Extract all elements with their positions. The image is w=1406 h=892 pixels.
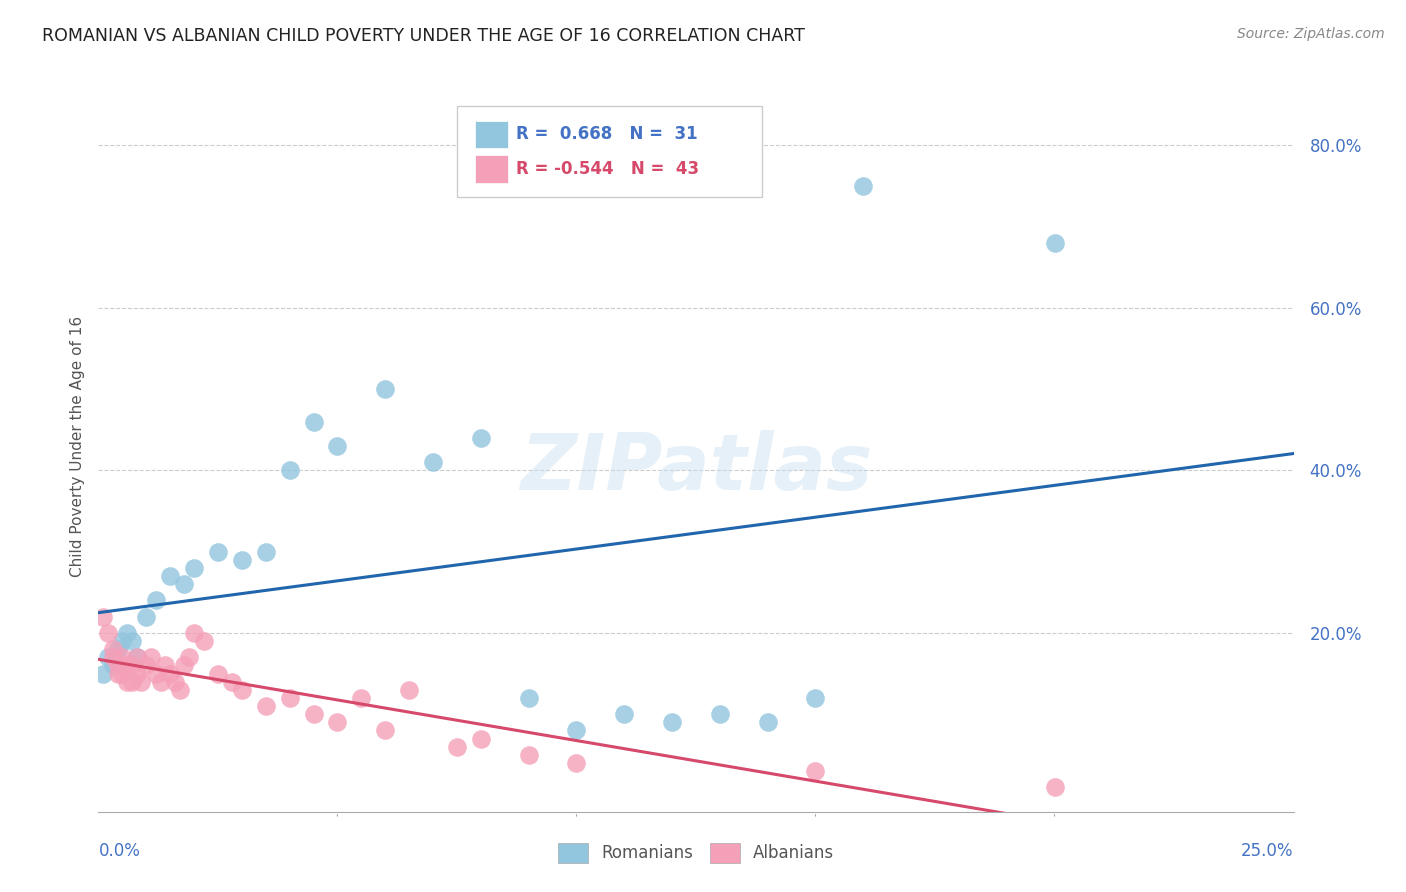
Point — [101, 642, 124, 657]
Point — [135, 658, 157, 673]
Point — [221, 674, 243, 689]
Point — [517, 690, 540, 705]
Point — [278, 690, 301, 705]
Point — [613, 707, 636, 722]
Point — [121, 658, 143, 673]
Point — [111, 666, 134, 681]
Point — [852, 178, 875, 193]
FancyBboxPatch shape — [457, 106, 762, 197]
Point — [179, 650, 201, 665]
Point — [111, 634, 134, 648]
Point — [145, 593, 167, 607]
Point — [169, 682, 191, 697]
Y-axis label: Child Poverty Under the Age of 16: Child Poverty Under the Age of 16 — [69, 316, 84, 576]
Text: R =  0.668   N =  31: R = 0.668 N = 31 — [516, 126, 697, 144]
Point — [207, 544, 229, 558]
Point — [446, 739, 468, 754]
Point — [107, 658, 129, 673]
Point — [422, 455, 444, 469]
Point — [91, 609, 114, 624]
Point — [155, 658, 177, 673]
Point — [278, 463, 301, 477]
Point — [1043, 235, 1066, 250]
Point — [302, 707, 325, 722]
Point — [121, 674, 143, 689]
Point — [115, 674, 138, 689]
Point — [374, 382, 396, 396]
Point — [125, 650, 148, 665]
Point — [183, 626, 205, 640]
Point — [804, 690, 827, 705]
Text: ZIPatlas: ZIPatlas — [520, 430, 872, 506]
Legend: Romanians, Albanians: Romanians, Albanians — [551, 837, 841, 869]
Point — [350, 690, 373, 705]
FancyBboxPatch shape — [475, 155, 509, 183]
Point — [107, 642, 129, 657]
Point — [135, 609, 157, 624]
Point — [121, 634, 143, 648]
Point — [173, 658, 195, 673]
Point — [374, 723, 396, 738]
Point — [470, 431, 492, 445]
Point — [101, 658, 124, 673]
Point — [1043, 780, 1066, 795]
Text: ROMANIAN VS ALBANIAN CHILD POVERTY UNDER THE AGE OF 16 CORRELATION CHART: ROMANIAN VS ALBANIAN CHILD POVERTY UNDER… — [42, 27, 806, 45]
Text: Source: ZipAtlas.com: Source: ZipAtlas.com — [1237, 27, 1385, 41]
Point — [107, 666, 129, 681]
Point — [565, 723, 588, 738]
Point — [125, 666, 148, 681]
Point — [101, 650, 124, 665]
Point — [254, 544, 277, 558]
Text: 25.0%: 25.0% — [1241, 842, 1294, 860]
Point — [149, 674, 172, 689]
Point — [131, 674, 153, 689]
Text: R = -0.544   N =  43: R = -0.544 N = 43 — [516, 160, 699, 178]
Point — [163, 674, 186, 689]
Text: 0.0%: 0.0% — [98, 842, 141, 860]
Point — [302, 415, 325, 429]
Point — [709, 707, 731, 722]
Point — [517, 747, 540, 762]
Point — [326, 715, 349, 730]
Point — [111, 650, 134, 665]
Point — [470, 731, 492, 746]
Point — [231, 553, 253, 567]
Point — [91, 666, 114, 681]
Point — [115, 626, 138, 640]
Point — [254, 699, 277, 714]
Point — [145, 666, 167, 681]
Point — [183, 561, 205, 575]
Point — [804, 764, 827, 778]
Point — [565, 756, 588, 770]
Point — [97, 626, 120, 640]
Point — [207, 666, 229, 681]
Point — [97, 650, 120, 665]
Point — [159, 569, 181, 583]
Point — [398, 682, 420, 697]
FancyBboxPatch shape — [475, 120, 509, 148]
Point — [125, 650, 148, 665]
Point — [661, 715, 683, 730]
Point — [193, 634, 215, 648]
Point — [231, 682, 253, 697]
Point — [115, 658, 138, 673]
Point — [139, 650, 162, 665]
Point — [159, 666, 181, 681]
Point — [756, 715, 779, 730]
Point — [173, 577, 195, 591]
Point — [326, 439, 349, 453]
